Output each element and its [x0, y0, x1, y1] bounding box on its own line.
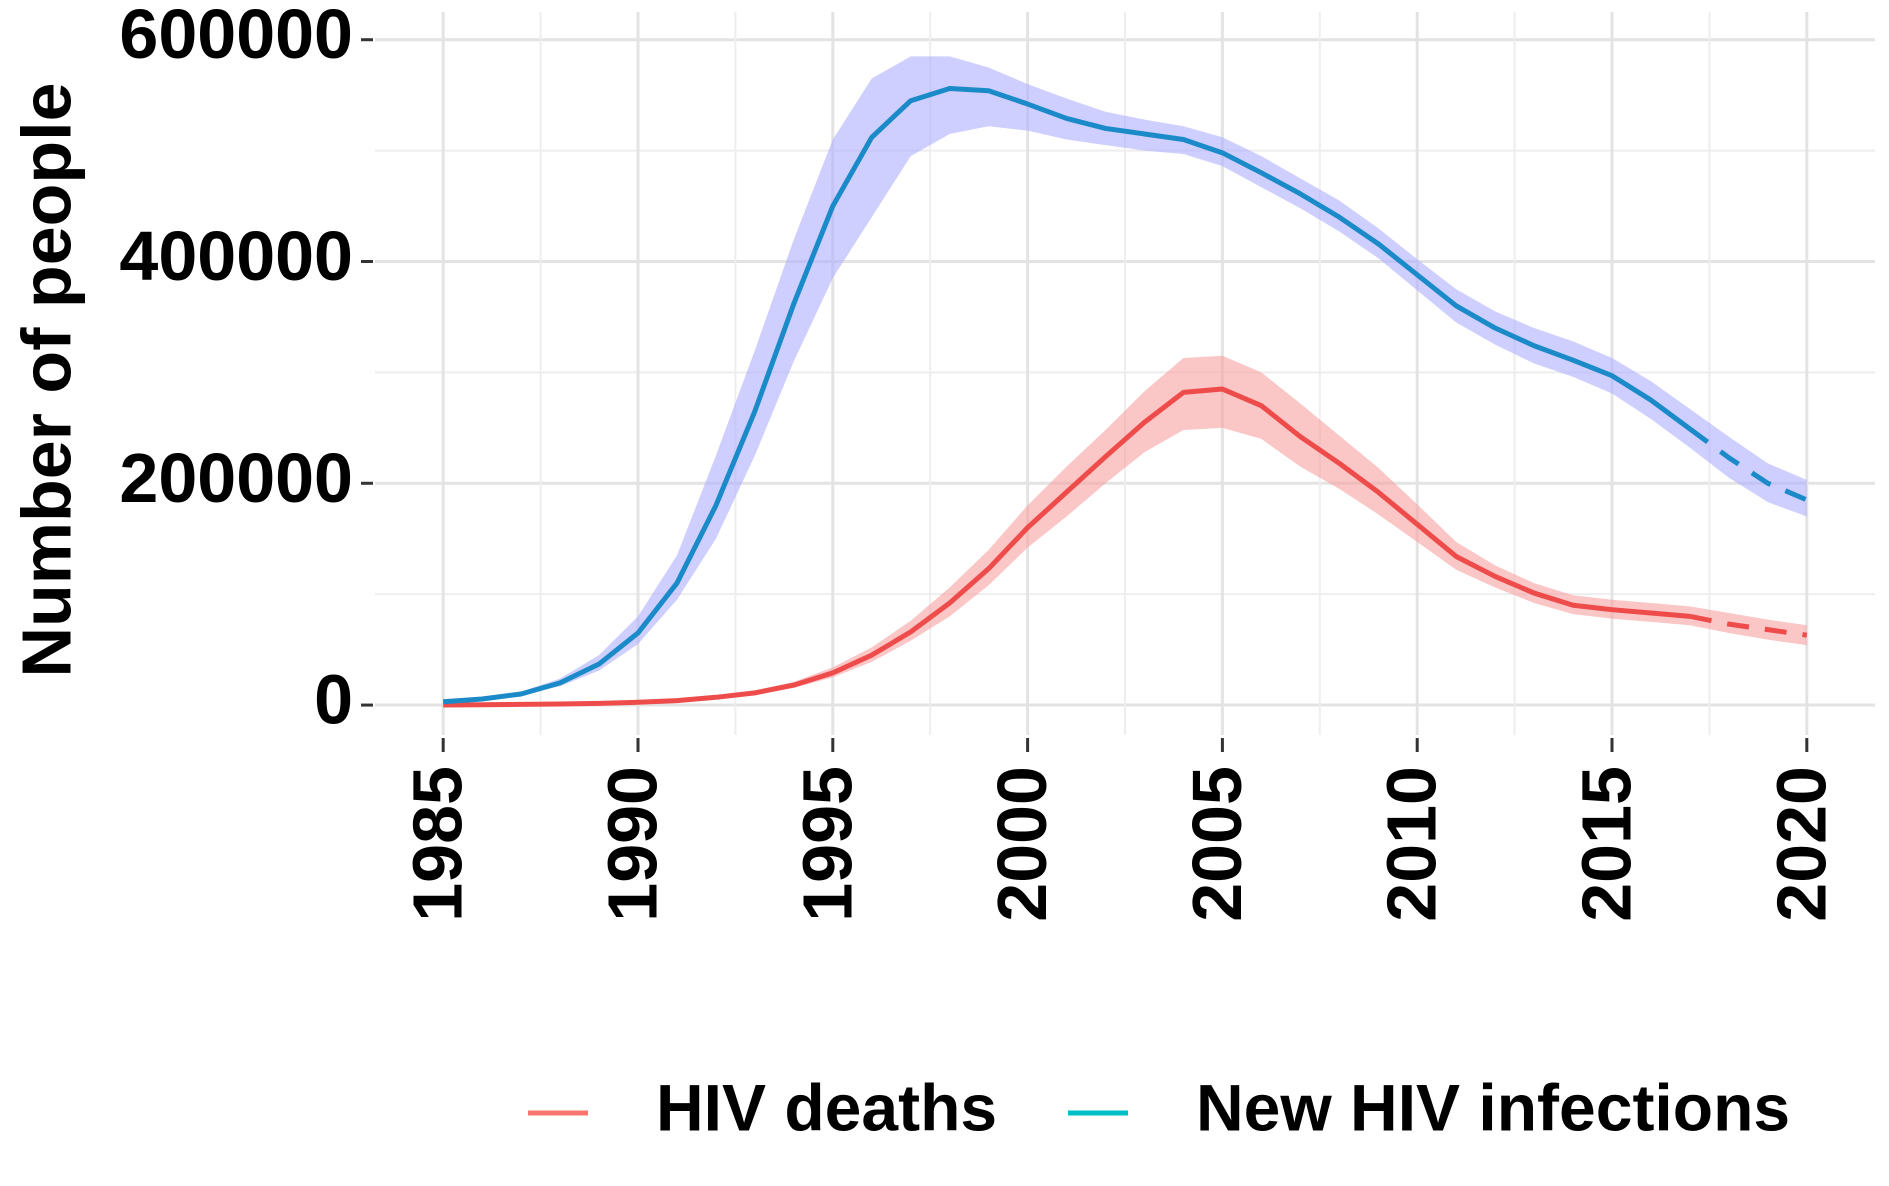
series-line — [443, 386, 1691, 708]
x-tick-label: 2005 — [1178, 766, 1256, 922]
legend-label: HIV deaths — [656, 1070, 997, 1144]
series-line — [443, 86, 1692, 705]
y-axis-title: Number of people — [7, 82, 85, 677]
x-tick-label: 1985 — [399, 766, 477, 922]
y-tick-label: 400000 — [119, 217, 353, 295]
x-tick-label: 1990 — [593, 766, 671, 922]
confidence-band — [443, 355, 1807, 706]
legend-label: New HIV infections — [1196, 1070, 1790, 1144]
bands — [443, 56, 1807, 706]
x-tick-label: 2015 — [1567, 766, 1645, 922]
axes: 0 200000 400000 600000 1985 1990 1995 2000 2005 2… — [119, 0, 1840, 922]
projection-line — [1688, 426, 1808, 503]
x-tick-label: 2020 — [1762, 766, 1840, 922]
x-tick-label: 2010 — [1373, 766, 1451, 922]
x-tick-label: 2000 — [983, 766, 1061, 922]
projection-line — [1689, 613, 1808, 638]
y-tick-label: 200000 — [119, 439, 353, 517]
x-tick-label: 1995 — [788, 766, 866, 922]
y-tick-label: 600000 — [119, 0, 353, 73]
lines — [443, 86, 1808, 708]
y-tick-label: 0 — [314, 661, 353, 739]
legend: HIV deaths New HIV infections — [528, 1070, 1790, 1144]
